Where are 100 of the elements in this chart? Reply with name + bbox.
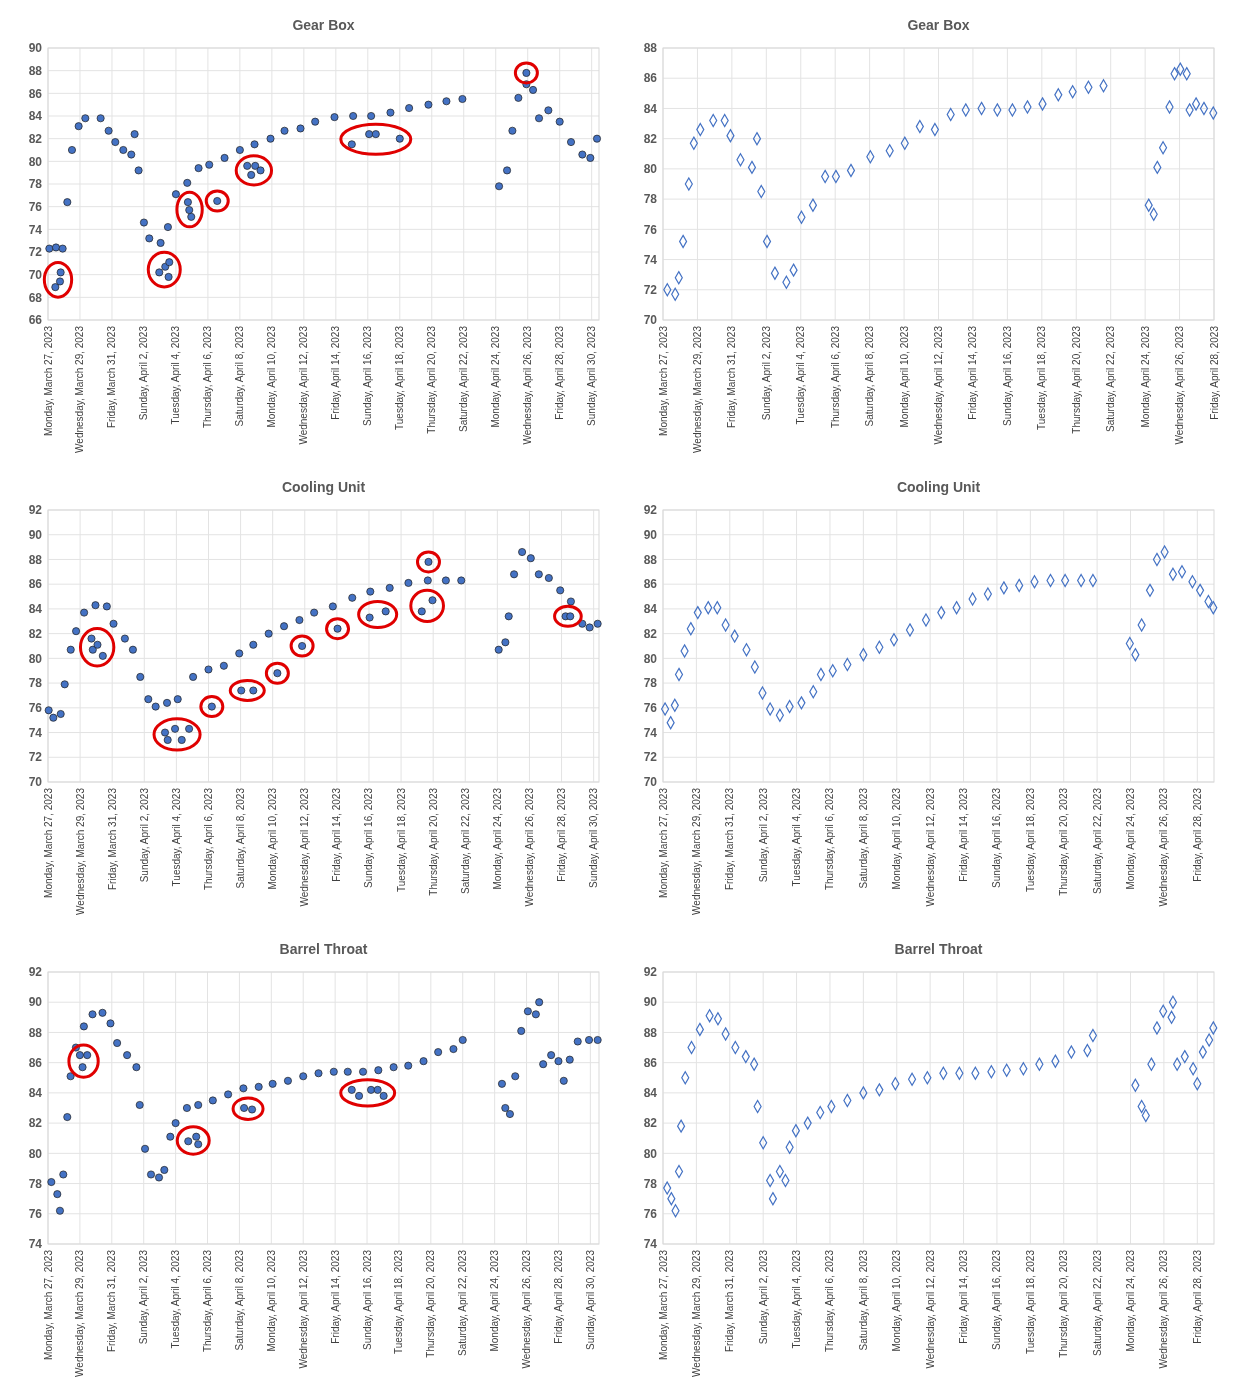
x-tick-label: Monday, April 24, 2023 <box>489 1249 501 1352</box>
chart-title: Gear Box <box>907 17 970 33</box>
x-tick-label: Monday, March 27, 2023 <box>42 1249 54 1360</box>
y-tick-label: 80 <box>643 1146 658 1161</box>
x-tick-label: Monday, April 10, 2023 <box>891 787 903 890</box>
x-tick-label: Wednesday, April 26, 2023 <box>1158 787 1170 907</box>
y-tick-label: 74 <box>28 222 43 237</box>
y-tick-label: 76 <box>28 1206 43 1221</box>
x-tick-label: Thursday, April 20, 2023 <box>1058 1249 1070 1358</box>
x-tick-label: Wednesday, April 26, 2023 <box>1174 325 1186 445</box>
y-tick-label: 90 <box>28 527 43 542</box>
y-tick-label: 74 <box>643 1237 658 1252</box>
chart-title: Barrel Throat <box>279 941 368 957</box>
x-tick-label: Tuesday, April 18, 2023 <box>1036 325 1048 430</box>
y-tick-label: 76 <box>28 701 43 716</box>
y-tick-label: 84 <box>643 1086 658 1101</box>
y-tick-label: 90 <box>28 41 43 56</box>
x-tick-label: Friday, April 14, 2023 <box>958 1249 970 1344</box>
x-tick-label: Monday, March 27, 2023 <box>42 325 54 436</box>
x-tick-label: Saturday, April 8, 2023 <box>857 787 869 889</box>
x-tick-label: Saturday, April 8, 2023 <box>864 325 876 427</box>
y-tick-label: 92 <box>643 503 658 518</box>
x-tick-label: Sunday, April 16, 2023 <box>1001 325 1013 426</box>
x-tick-label: Sunday, April 2, 2023 <box>760 325 772 421</box>
x-tick-label: Tuesday, April 4, 2023 <box>795 325 807 425</box>
x-tick-label: Tuesday, April 18, 2023 <box>393 1249 405 1354</box>
x-tick-label: Wednesday, April 12, 2023 <box>933 325 944 445</box>
x-tick-label: Friday, April 28, 2023 <box>1208 325 1220 420</box>
x-tick-label: Sunday, April 16, 2023 <box>991 787 1003 888</box>
y-tick-label: 88 <box>28 1025 43 1040</box>
x-tick-label: Saturday, April 22, 2023 <box>1091 1249 1103 1356</box>
x-tick-label: Tuesday, April 18, 2023 <box>395 787 407 892</box>
x-tick-label: Friday, March 31, 2023 <box>106 1249 118 1353</box>
y-tick-label: 76 <box>643 701 658 716</box>
y-tick-label: 92 <box>28 503 43 518</box>
x-tick-label: Wednesday, March 29, 2023 <box>74 325 86 453</box>
x-tick-label: Friday, March 31, 2023 <box>106 325 118 429</box>
x-tick-label: Monday, April 10, 2023 <box>267 787 279 890</box>
y-tick-label: 80 <box>28 154 43 169</box>
x-tick-label: Friday, April 14, 2023 <box>329 1249 341 1344</box>
y-tick-label: 92 <box>28 965 43 980</box>
y-tick-label: 90 <box>643 527 658 542</box>
x-tick-label: Sunday, April 16, 2023 <box>991 1249 1003 1350</box>
x-tick-label: Friday, April 28, 2023 <box>1191 1249 1203 1344</box>
x-tick-label: Monday, April 10, 2023 <box>891 1249 903 1352</box>
y-tick-label: 70 <box>643 775 658 790</box>
x-tick-label: Tuesday, April 18, 2023 <box>1024 1249 1036 1354</box>
y-tick-label: 84 <box>643 101 658 116</box>
x-tick-label: Saturday, April 8, 2023 <box>233 1249 245 1351</box>
y-tick-label: 78 <box>643 192 658 207</box>
x-tick-label: Thursday, April 6, 2023 <box>824 787 836 891</box>
x-tick-label: Wednesday, March 29, 2023 <box>690 787 702 915</box>
x-tick-label: Monday, March 27, 2023 <box>42 787 54 898</box>
x-tick-label: Wednesday, March 29, 2023 <box>691 325 703 453</box>
y-tick-label: 70 <box>643 313 658 328</box>
x-tick-label: Saturday, April 8, 2023 <box>235 787 247 889</box>
x-tick-label: Monday, April 24, 2023 <box>490 325 502 428</box>
y-tick-label: 78 <box>643 676 658 691</box>
x-tick-label: Monday, April 24, 2023 <box>1139 325 1151 428</box>
x-tick-label: Sunday, April 2, 2023 <box>138 787 150 883</box>
x-tick-label: Thursday, April 20, 2023 <box>426 325 438 434</box>
x-tick-label: Friday, April 28, 2023 <box>556 787 568 882</box>
x-tick-label: Saturday, April 22, 2023 <box>457 1249 469 1356</box>
x-tick-label: Friday, April 14, 2023 <box>330 325 342 420</box>
x-tick-label: Saturday, April 22, 2023 <box>459 787 471 894</box>
x-tick-label: Tuesday, April 4, 2023 <box>791 1249 803 1349</box>
y-tick-label: 76 <box>643 1206 658 1221</box>
x-tick-label: Tuesday, April 4, 2023 <box>170 787 182 887</box>
x-tick-label: Tuesday, April 18, 2023 <box>394 325 406 430</box>
y-tick-label: 74 <box>643 252 658 267</box>
x-tick-label: Tuesday, April 18, 2023 <box>1024 787 1036 892</box>
chart-title: Gear Box <box>292 17 355 33</box>
x-tick-label: Sunday, April 16, 2023 <box>361 1249 373 1350</box>
x-tick-label: Saturday, April 8, 2023 <box>234 325 246 427</box>
y-tick-label: 86 <box>643 577 658 592</box>
x-tick-label: Wednesday, April 12, 2023 <box>298 325 310 445</box>
x-tick-label: Thursday, April 20, 2023 <box>427 787 439 896</box>
y-tick-label: 72 <box>28 750 43 765</box>
x-tick-label: Monday, March 27, 2023 <box>657 787 669 898</box>
y-tick-label: 86 <box>28 86 43 101</box>
x-tick-label: Wednesday, March 29, 2023 <box>74 1249 86 1377</box>
x-tick-label: Sunday, April 30, 2023 <box>588 787 600 888</box>
x-tick-label: Wednesday, April 12, 2023 <box>299 787 311 907</box>
y-tick-label: 84 <box>28 1086 43 1101</box>
y-tick-label: 86 <box>643 1055 658 1070</box>
y-tick-label: 78 <box>643 1176 658 1191</box>
x-tick-label: Thursday, April 20, 2023 <box>425 1249 437 1358</box>
x-tick-label: Sunday, April 2, 2023 <box>757 1249 769 1345</box>
x-tick-label: Friday, March 31, 2023 <box>724 787 736 891</box>
y-tick-label: 78 <box>28 177 43 192</box>
y-tick-label: 84 <box>28 109 43 124</box>
y-tick-label: 88 <box>643 552 658 567</box>
y-tick-label: 84 <box>643 602 658 617</box>
x-tick-label: Monday, March 27, 2023 <box>657 325 669 436</box>
x-tick-label: Monday, March 27, 2023 <box>657 1249 669 1360</box>
y-tick-label: 80 <box>643 162 658 177</box>
y-tick-label: 82 <box>643 626 658 641</box>
x-tick-label: Wednesday, April 26, 2023 <box>521 1249 533 1369</box>
x-tick-label: Thursday, April 20, 2023 <box>1070 325 1082 434</box>
y-tick-label: 82 <box>643 131 658 146</box>
